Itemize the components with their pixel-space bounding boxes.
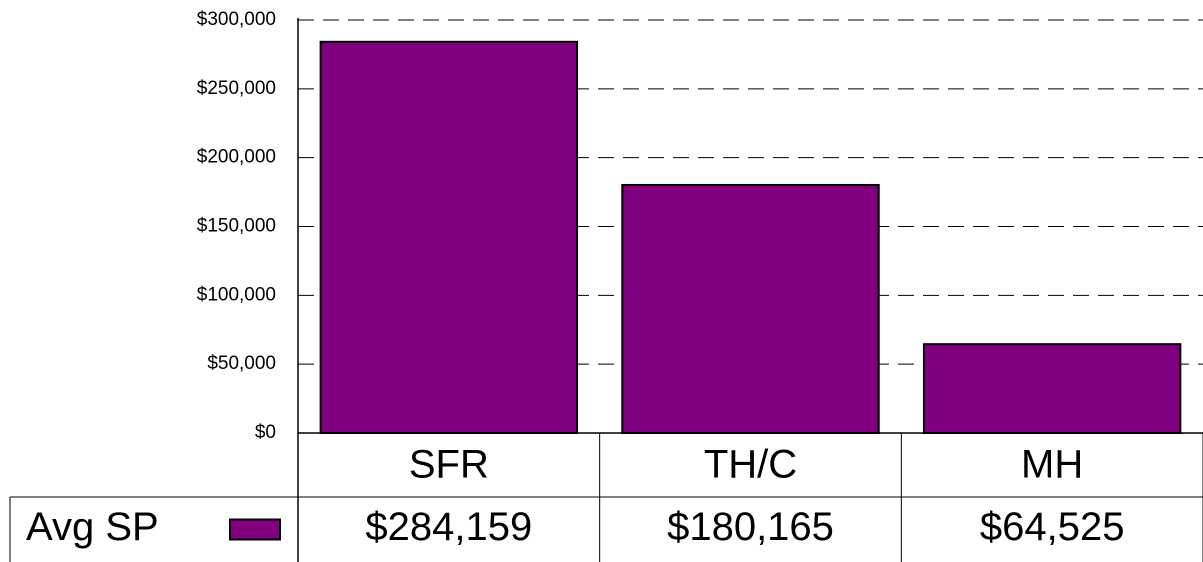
x-tick-label: SFR (409, 443, 489, 487)
bar (621, 183, 880, 434)
bar (319, 40, 579, 435)
bar (922, 343, 1182, 435)
y-tick-label: $300,000 (197, 9, 276, 30)
value-label: $64,525 (980, 505, 1125, 549)
x-tick-label: TH/C (704, 443, 797, 487)
y-tick-label: $100,000 (197, 284, 276, 305)
y-tick-label: $150,000 (197, 216, 276, 237)
y-tick-label: $200,000 (197, 147, 276, 168)
value-label: $284,159 (365, 505, 532, 549)
y-tick-label: $50,000 (207, 353, 276, 374)
value-label: $180,165 (667, 505, 834, 549)
y-tick-label: $250,000 (197, 78, 276, 99)
x-tick-label: MH (1021, 443, 1083, 487)
legend-label: Avg SP (26, 505, 159, 549)
legend-swatch (229, 518, 281, 541)
y-tick-label: $0 (255, 422, 276, 443)
